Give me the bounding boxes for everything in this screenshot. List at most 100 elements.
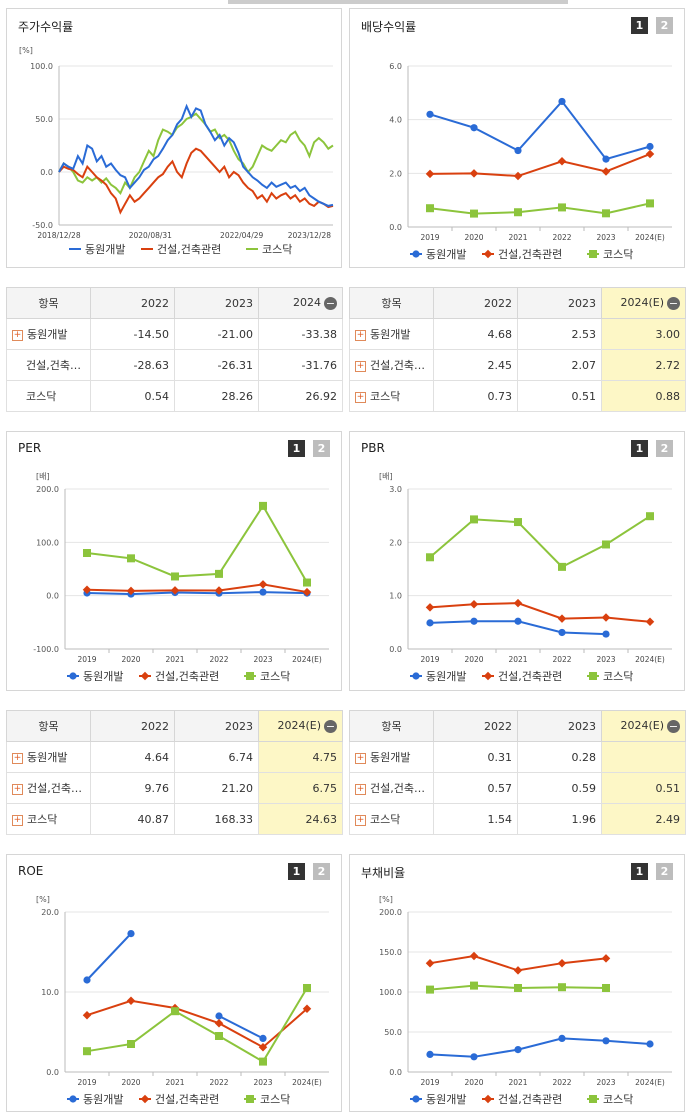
data-point (602, 540, 610, 549)
expand-icon[interactable]: + (12, 329, 23, 341)
legend-label: 동원개발 (83, 670, 123, 683)
collapse-icon[interactable]: − (667, 296, 680, 310)
column-header: 2024(E) − (258, 710, 343, 742)
y-unit: [%] (36, 895, 50, 904)
collapse-icon[interactable]: − (667, 719, 680, 733)
series-line (86, 932, 132, 981)
expand-icon[interactable]: + (12, 814, 23, 826)
price-return-panel: 주가수익률 [%] 100.0 50.0 0.0 -50.0 2018/12/28 2020… (6, 8, 342, 268)
y-tick-label: 150.0 (379, 948, 402, 957)
data-point (558, 983, 566, 992)
collapse-icon[interactable]: − (324, 296, 337, 310)
x-tick-label: 2019 (420, 1078, 439, 1087)
x-tick-label: 2018/12/28 (37, 231, 80, 240)
x-tick-label: 2021 (508, 1078, 527, 1087)
dividend-yield-panel: 배당수익률 1 2 6.0 4.0 2.0 0.0 2019 2020 2021 2022 20… (349, 8, 685, 268)
data-point (303, 578, 311, 587)
data-point (469, 169, 479, 178)
row-label: + 동원개발 (6, 741, 91, 773)
expand-icon[interactable]: + (355, 783, 366, 795)
data-point (302, 587, 312, 597)
data-point (558, 203, 566, 212)
data-point (170, 586, 180, 595)
collapse-icon[interactable]: − (324, 719, 337, 733)
x-tick-label: 2023 (253, 1078, 272, 1087)
data-point (259, 588, 267, 596)
x-tick-label: 2024(E) (292, 655, 322, 664)
y-tick-label: 2.0 (389, 538, 402, 547)
view-1-button[interactable]: 1 (631, 863, 648, 880)
data-point (589, 1095, 597, 1103)
y-tick-label: -50.0 (32, 221, 53, 230)
legend-label: 건설,건축관련 (155, 670, 219, 683)
y-tick-label: 0.0 (389, 1068, 402, 1077)
data-point (469, 599, 479, 609)
y-tick-label: -100.0 (33, 645, 59, 654)
x-tick-label: 2020 (121, 1078, 140, 1087)
x-tick-label: 2022 (209, 1078, 228, 1087)
table-cell: 28.26 (174, 380, 259, 412)
view-1-button[interactable]: 1 (288, 440, 305, 457)
data-point (140, 1094, 150, 1104)
view-1-button[interactable]: 1 (631, 440, 648, 457)
x-tick-label: 2023/12/28 (288, 231, 331, 240)
legend-label: 코스닥 (603, 248, 633, 261)
expand-icon[interactable]: + (355, 752, 366, 764)
column-header: 항목 (6, 710, 91, 742)
x-tick-label: 2022 (552, 233, 571, 242)
data-point (470, 981, 478, 990)
series-line (429, 99, 651, 161)
column-header: 2022 (433, 710, 518, 742)
data-point (601, 167, 611, 176)
data-point (259, 501, 267, 510)
view-2-button[interactable]: 2 (313, 863, 330, 880)
expand-icon[interactable]: + (12, 752, 23, 764)
view-1-button[interactable]: 1 (288, 863, 305, 880)
expand-icon[interactable]: + (355, 814, 366, 826)
x-tick-label: 2021 (165, 655, 184, 664)
expand-icon[interactable]: + (12, 783, 23, 795)
y-tick-label: 0.0 (46, 592, 59, 601)
data-point (215, 569, 223, 578)
x-tick-label: 2024(E) (635, 1078, 665, 1087)
data-point (83, 1047, 91, 1056)
table-cell: 0.54 (90, 380, 175, 412)
data-point (258, 1042, 268, 1052)
table-cell: 168.33 (174, 803, 259, 835)
table-cell: 9.76 (90, 772, 175, 804)
table-cell: 2.07 (517, 349, 602, 381)
expand-icon[interactable]: + (355, 329, 366, 341)
table-cell: 1.96 (517, 803, 602, 835)
y-tick-label: 50.0 (384, 1028, 402, 1037)
table-header-row: 항목 2022 2023 2024− (6, 287, 343, 319)
view-2-button[interactable]: 2 (656, 440, 673, 457)
x-tick-label: 2019 (77, 655, 96, 664)
data-point (601, 954, 611, 963)
table-cell: -31.76 (258, 349, 343, 381)
view-2-button[interactable]: 2 (656, 863, 673, 880)
data-point (126, 586, 136, 596)
x-tick-label: 2021 (508, 233, 527, 242)
data-point (645, 617, 655, 627)
panel-title: 주가수익률 (18, 20, 74, 34)
view-1-button[interactable]: 1 (631, 17, 648, 34)
view-2-button[interactable]: 2 (313, 440, 330, 457)
debt-ratio-chart: [%] 200.0 150.0 100.0 50.0 0.0 2019 2020 2021 202… (379, 895, 672, 1106)
x-tick-label: 2020/08/31 (129, 231, 172, 240)
legend-label: 코스닥 (260, 1093, 290, 1106)
legend-label: 건설,건축관련 (498, 248, 562, 261)
legend-label: 코스닥 (603, 670, 633, 683)
series-line (429, 602, 651, 623)
x-tick-label: 2024(E) (292, 1078, 322, 1087)
data-point (513, 598, 523, 608)
data-point (483, 1094, 493, 1104)
row-label: + 동원개발 (349, 318, 434, 350)
table-cell: -26.31 (174, 349, 259, 381)
column-header: 2022 (90, 287, 175, 319)
data-point (602, 209, 610, 218)
y-tick-label: 0.0 (389, 223, 402, 232)
expand-icon[interactable]: + (355, 391, 366, 403)
data-point (83, 549, 91, 557)
expand-icon[interactable]: + (355, 360, 366, 372)
view-2-button[interactable]: 2 (656, 17, 673, 34)
